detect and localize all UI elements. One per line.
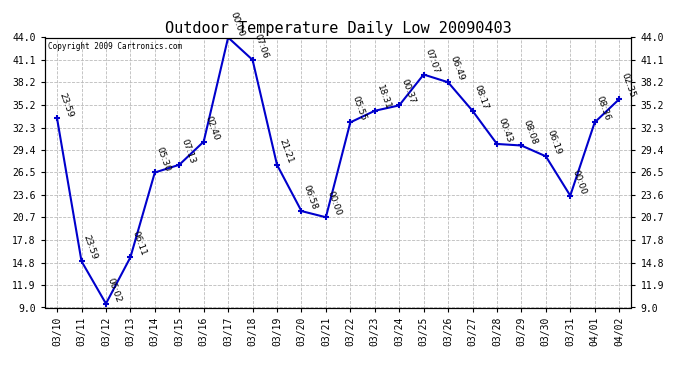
Text: 07:06: 07:06: [253, 33, 270, 60]
Text: 00:00: 00:00: [570, 168, 588, 196]
Text: 00:00: 00:00: [326, 190, 343, 217]
Text: 23:59: 23:59: [81, 234, 99, 261]
Text: 06:11: 06:11: [130, 230, 148, 257]
Text: 08:08: 08:08: [522, 118, 539, 146]
Text: 06:49: 06:49: [448, 55, 465, 82]
Text: 23:59: 23:59: [57, 91, 75, 118]
Text: 06:58: 06:58: [302, 184, 319, 211]
Text: 00:37: 00:37: [400, 78, 417, 105]
Text: 06:19: 06:19: [546, 129, 563, 156]
Text: 05:55: 05:55: [351, 95, 368, 122]
Text: 08:17: 08:17: [473, 83, 490, 111]
Text: 00:43: 00:43: [497, 117, 514, 144]
Text: 06:02: 06:02: [106, 276, 124, 304]
Text: 02:40: 02:40: [204, 114, 221, 142]
Title: Outdoor Temperature Daily Low 20090403: Outdoor Temperature Daily Low 20090403: [165, 21, 511, 36]
Text: 02:35: 02:35: [619, 72, 636, 99]
Text: 21:21: 21:21: [277, 138, 294, 165]
Text: Copyright 2009 Cartronics.com: Copyright 2009 Cartronics.com: [48, 42, 182, 51]
Text: 07:13: 07:13: [179, 137, 197, 165]
Text: 18:31: 18:31: [375, 83, 392, 111]
Text: 00:00: 00:00: [228, 10, 246, 38]
Text: 07:07: 07:07: [424, 47, 441, 75]
Text: 05:30: 05:30: [155, 145, 172, 172]
Text: 08:36: 08:36: [595, 95, 612, 122]
